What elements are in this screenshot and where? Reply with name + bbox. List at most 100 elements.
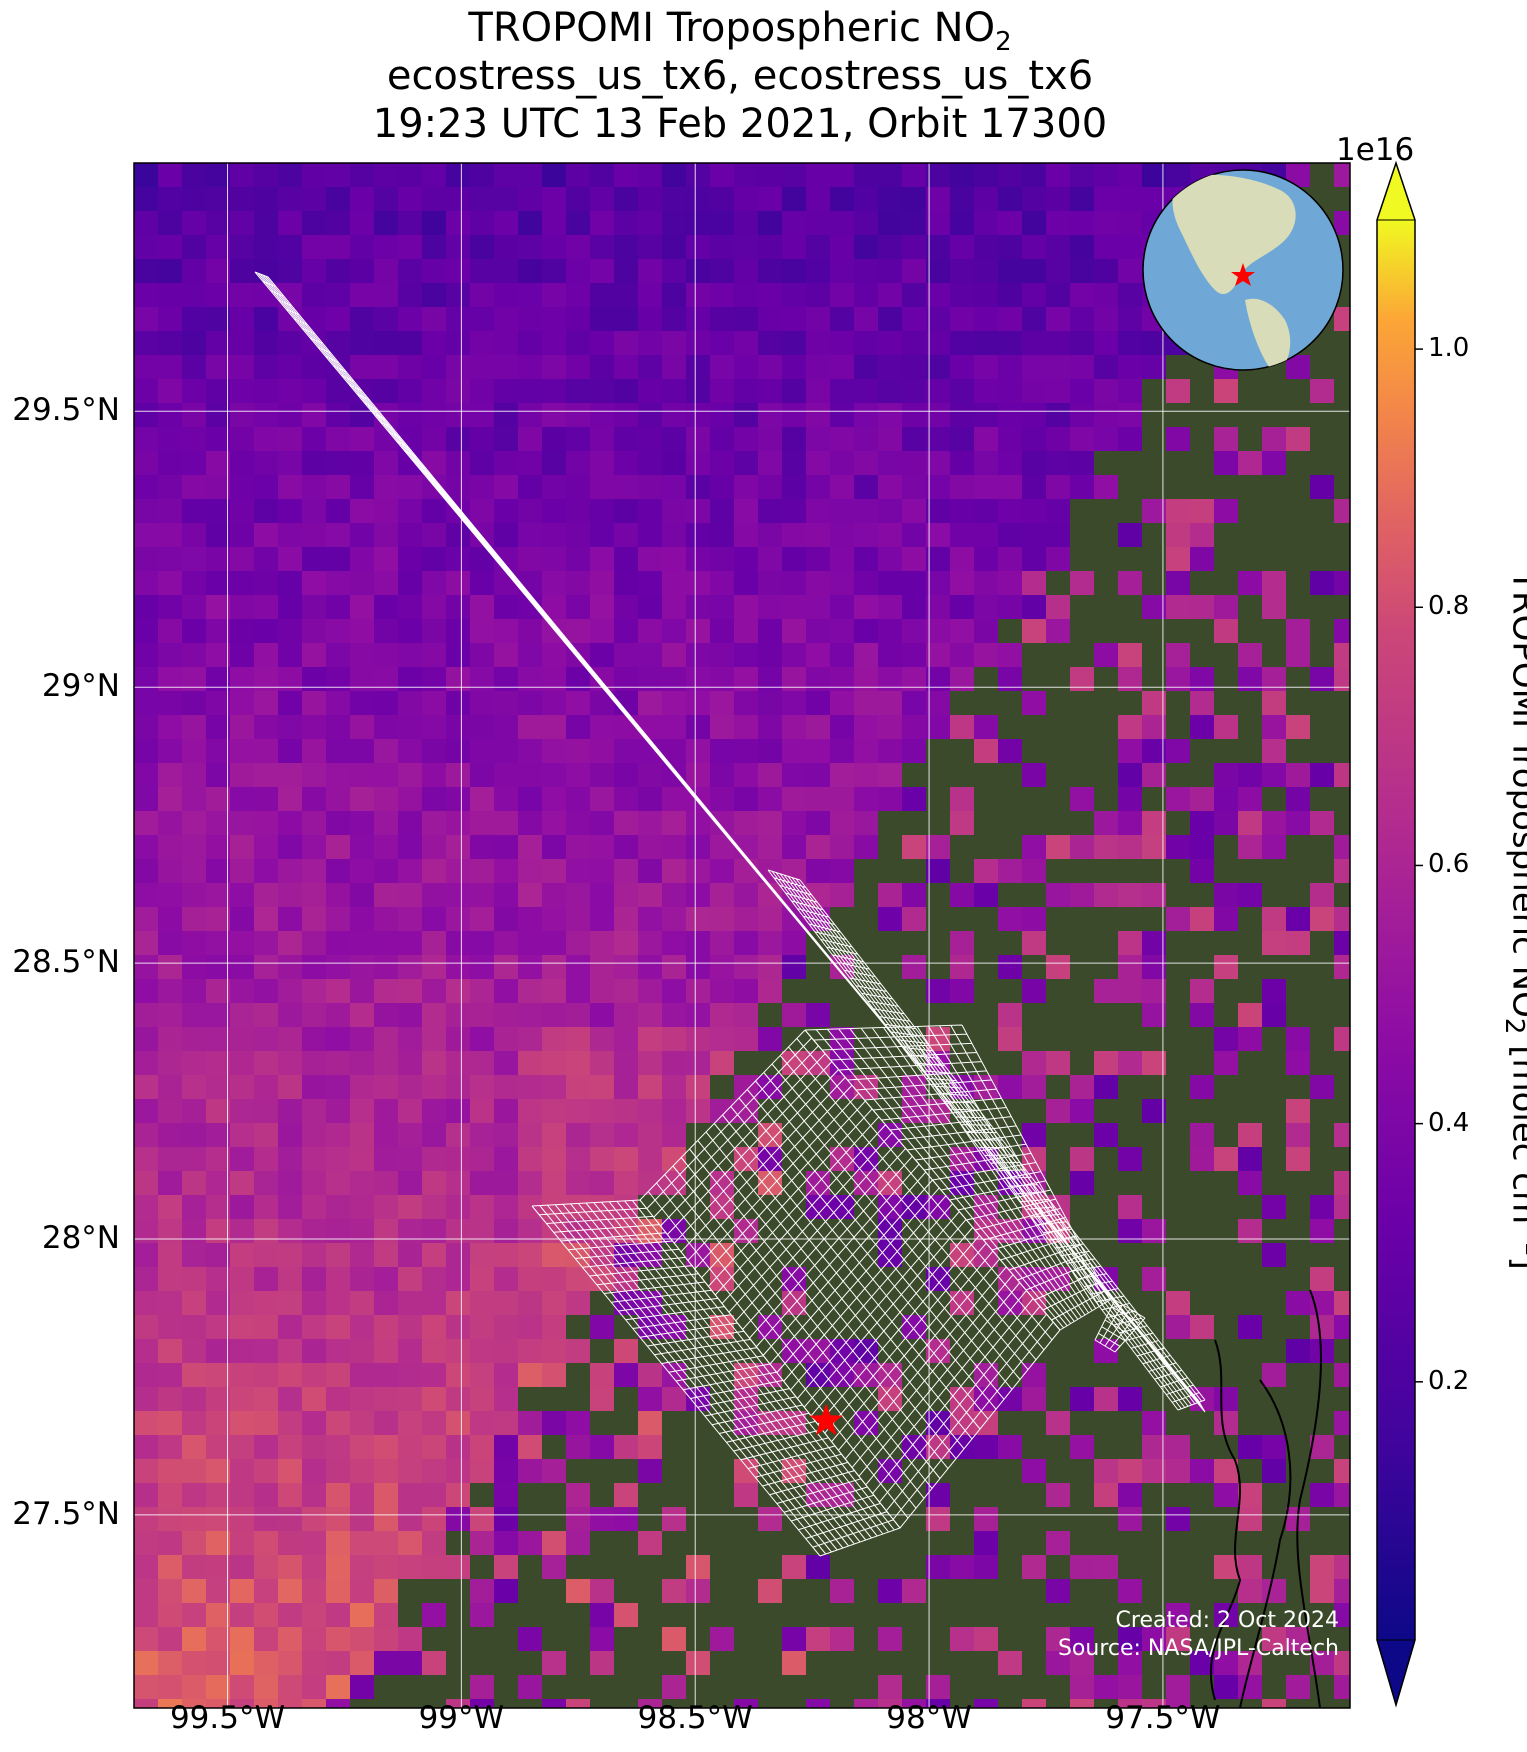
- no2-pixel: [614, 1003, 638, 1027]
- no2-pixel: [470, 883, 494, 907]
- no2-pixel: [1046, 451, 1070, 475]
- no2-pixel: [398, 523, 422, 547]
- no2-pixel: [1070, 187, 1094, 211]
- no2-pixel: [830, 379, 854, 403]
- globe-location-star: [1231, 263, 1255, 286]
- no2-pixel: [662, 547, 686, 571]
- no2-pixel: [782, 1555, 806, 1579]
- no2-pixel: [590, 715, 614, 739]
- no2-pixel: [950, 1147, 974, 1171]
- no2-pixel: [734, 211, 758, 235]
- no2-pixel: [422, 1147, 446, 1171]
- no2-pixel: [134, 1147, 158, 1171]
- no2-pixel: [1022, 235, 1046, 259]
- no2-pixel: [590, 1051, 614, 1075]
- no2-pixel: [1214, 1147, 1238, 1171]
- no2-pixel: [566, 835, 590, 859]
- no2-pixel: [1262, 451, 1286, 475]
- no2-pixel: [1046, 379, 1070, 403]
- no2-pixel: [686, 643, 710, 667]
- no2-pixel: [422, 1099, 446, 1123]
- no2-pixel: [182, 1075, 206, 1099]
- no2-pixel: [182, 571, 206, 595]
- no2-pixel: [446, 1699, 470, 1708]
- no2-pixel: [278, 1435, 302, 1459]
- no2-pixel: [566, 331, 590, 355]
- no2-pixel: [254, 1627, 278, 1651]
- no2-pixel: [446, 355, 470, 379]
- no2-pixel: [758, 955, 782, 979]
- longitude-label: 98.5°W: [637, 1700, 753, 1736]
- no2-pixel: [158, 763, 182, 787]
- no2-pixel: [782, 499, 806, 523]
- no2-pixel: [1046, 331, 1070, 355]
- no2-pixel: [470, 643, 494, 667]
- no2-pixel: [734, 739, 758, 763]
- no2-pixel: [158, 1003, 182, 1027]
- no2-pixel: [422, 883, 446, 907]
- no2-pixel: [1214, 427, 1238, 451]
- no2-pixel: [518, 859, 542, 883]
- no2-pixel: [446, 1363, 470, 1387]
- no2-pixel: [998, 595, 1022, 619]
- no2-pixel: [134, 955, 158, 979]
- no2-pixel: [350, 787, 374, 811]
- no2-pixel: [470, 379, 494, 403]
- no2-pixel: [542, 1099, 566, 1123]
- no2-pixel: [278, 1123, 302, 1147]
- no2-pixel: [278, 427, 302, 451]
- no2-pixel: [158, 1435, 182, 1459]
- no2-pixel: [134, 763, 158, 787]
- no2-pixel: [662, 499, 686, 523]
- no2-pixel: [470, 811, 494, 835]
- no2-pixel: [734, 379, 758, 403]
- no2-pixel: [158, 1243, 182, 1267]
- no2-pixel: [158, 1267, 182, 1291]
- no2-pixel: [134, 1627, 158, 1651]
- no2-pixel: [542, 547, 566, 571]
- no2-pixel: [206, 475, 230, 499]
- no2-pixel: [230, 643, 254, 667]
- no2-pixel: [326, 1579, 350, 1603]
- no2-pixel: [518, 811, 542, 835]
- no2-pixel: [614, 979, 638, 1003]
- no2-pixel: [590, 1171, 614, 1195]
- no2-pixel: [590, 571, 614, 595]
- no2-pixel: [614, 931, 638, 955]
- no2-pixel: [302, 907, 326, 931]
- no2-pixel: [158, 1027, 182, 1051]
- no2-pixel: [494, 427, 518, 451]
- no2-pixel: [398, 859, 422, 883]
- no2-pixel: [350, 259, 374, 283]
- no2-pixel: [254, 331, 278, 355]
- no2-pixel: [926, 547, 950, 571]
- no2-pixel: [446, 1195, 470, 1219]
- no2-pixel: [134, 1195, 158, 1219]
- no2-pixel: [1118, 955, 1142, 979]
- no2-pixel: [590, 763, 614, 787]
- no2-pixel: [1238, 1435, 1262, 1459]
- no2-pixel: [1022, 187, 1046, 211]
- no2-pixel: [206, 1435, 230, 1459]
- no2-pixel: [518, 1267, 542, 1291]
- no2-pixel: [302, 811, 326, 835]
- no2-pixel: [902, 235, 926, 259]
- no2-pixel: [998, 859, 1022, 883]
- no2-pixel: [1334, 1675, 1350, 1699]
- no2-pixel: [134, 499, 158, 523]
- no2-pixel: [278, 883, 302, 907]
- no2-pixel: [422, 379, 446, 403]
- no2-pixel: [374, 907, 398, 931]
- no2-pixel: [950, 235, 974, 259]
- no2-pixel: [206, 1051, 230, 1075]
- no2-pixel: [1022, 211, 1046, 235]
- no2-pixel: [422, 619, 446, 643]
- no2-pixel: [422, 739, 446, 763]
- no2-pixel: [278, 1003, 302, 1027]
- no2-pixel: [422, 1291, 446, 1315]
- no2-pixel: [926, 211, 950, 235]
- no2-pixel: [398, 883, 422, 907]
- no2-pixel: [1118, 1699, 1142, 1708]
- no2-pixel: [158, 1339, 182, 1363]
- no2-pixel: [278, 331, 302, 355]
